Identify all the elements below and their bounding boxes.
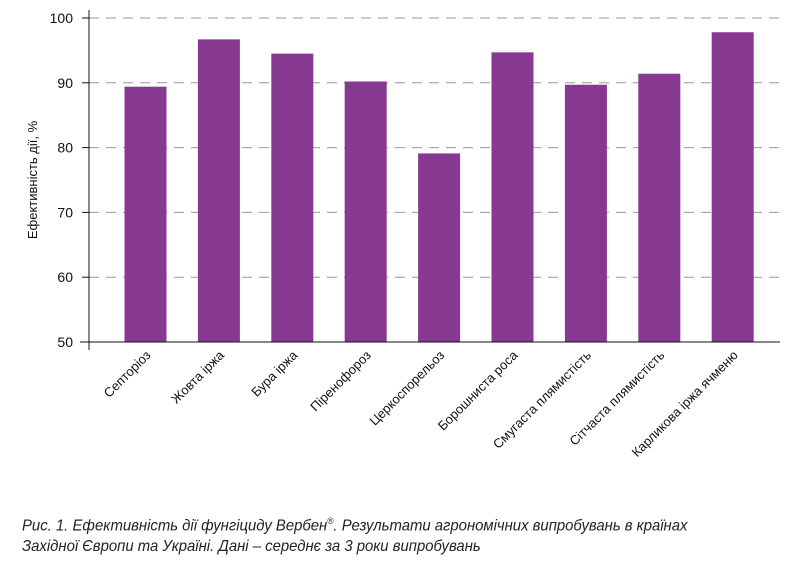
x-tick-labels: Септоріоз Жовта іржа Бура іржа ПіренофорозЦ… xyxy=(101,347,741,460)
registered-mark: ® xyxy=(327,516,334,526)
bars xyxy=(124,32,754,343)
y-tick-label: 70 xyxy=(57,204,73,220)
y-tick-labels: 50 60 70 80 90 100 xyxy=(50,10,89,350)
bar xyxy=(197,39,240,342)
bar xyxy=(564,84,607,342)
category-label: Борошниста роса xyxy=(435,347,521,433)
category-label: Церкоспорельоз xyxy=(366,347,447,428)
figure-caption: Рис. 1. Ефективність дії фунгіциду Вербе… xyxy=(22,511,747,557)
y-tick-label: 60 xyxy=(57,269,73,285)
category-label: Бура іржа xyxy=(248,347,301,400)
bar xyxy=(491,52,534,343)
category-label: Піренофороз xyxy=(307,347,374,414)
y-tick-label: 80 xyxy=(57,140,73,156)
caption-text-cont: . Результати агрономічних випробувань в … xyxy=(22,517,688,556)
bar xyxy=(124,86,167,342)
y-axis-label: Ефективність дії, % xyxy=(25,120,40,239)
bar xyxy=(271,53,314,342)
bar xyxy=(638,73,681,342)
bar xyxy=(418,153,461,342)
y-tick-label: 100 xyxy=(50,10,74,26)
bar-chart: 50 60 70 80 90 100 Септоріоз Жовта іржа Бура ір… xyxy=(25,10,780,460)
bar xyxy=(711,32,754,342)
y-tick-label: 50 xyxy=(57,334,73,350)
bar xyxy=(344,81,387,342)
y-tick-label: 90 xyxy=(57,75,73,91)
category-label: Жовта іржа xyxy=(168,347,228,407)
caption-text: Рис. 1. Ефективність дії фунгіциду Вербе… xyxy=(22,517,328,535)
category-label: Септоріоз xyxy=(101,347,154,400)
